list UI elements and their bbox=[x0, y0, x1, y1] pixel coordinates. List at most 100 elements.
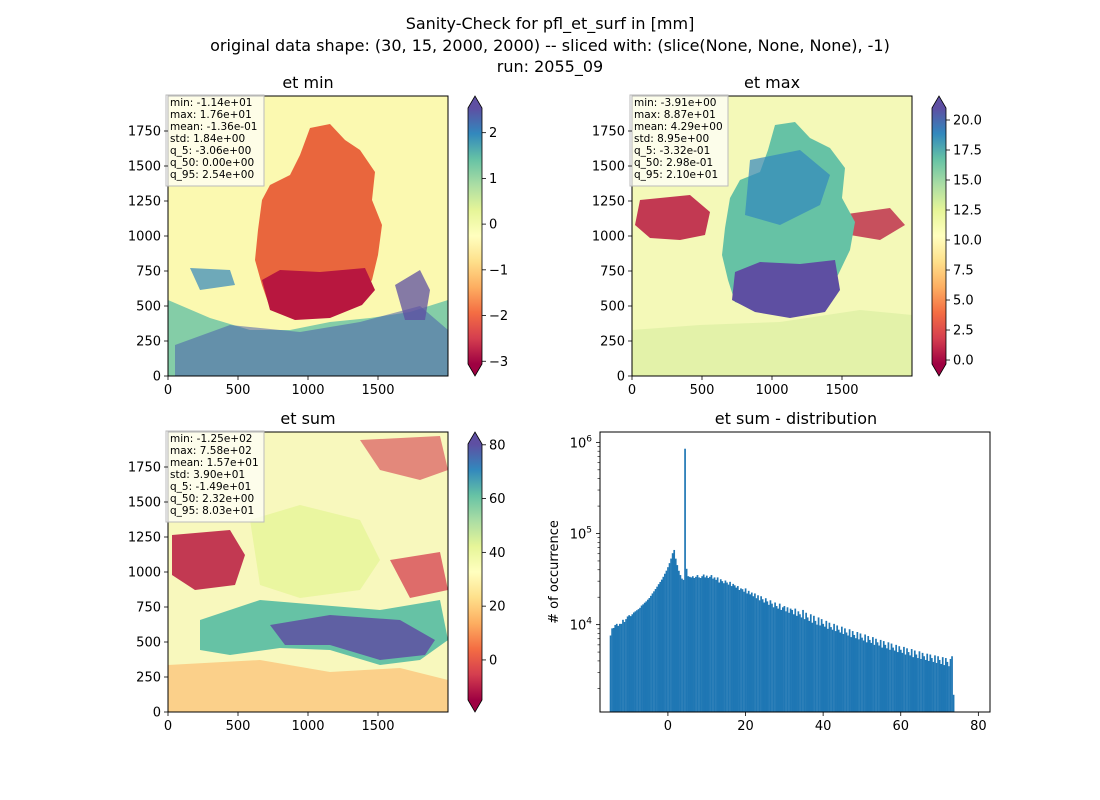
hist-x-tick-label: 0 bbox=[664, 719, 672, 734]
histogram-bar bbox=[701, 576, 703, 712]
histogram-bar bbox=[673, 549, 676, 712]
y-tick-label: 1750 bbox=[128, 125, 161, 140]
histogram-bar bbox=[707, 577, 710, 712]
histogram-bar bbox=[660, 579, 663, 712]
histogram-bar bbox=[816, 624, 818, 712]
histogram-bar bbox=[828, 622, 831, 712]
histogram-bar bbox=[783, 606, 786, 712]
histogram-bar bbox=[775, 606, 778, 712]
histogram-bar bbox=[761, 599, 764, 712]
colorbar-tick-label: 80 bbox=[489, 438, 506, 453]
histogram-bar bbox=[788, 612, 790, 712]
stat-mean: mean: 1.57e+01 bbox=[170, 457, 259, 469]
histogram-bar bbox=[924, 659, 927, 712]
histogram-bar bbox=[690, 577, 693, 712]
histogram-bar bbox=[671, 553, 674, 712]
y-tick-label: 250 bbox=[600, 335, 625, 350]
histogram-bar bbox=[839, 632, 842, 712]
histogram-bar bbox=[920, 658, 922, 712]
histogram-bar bbox=[678, 570, 680, 712]
heatmap-region-red-east bbox=[390, 552, 448, 598]
histogram-bar bbox=[868, 639, 871, 712]
histogram-et-sum: # of occurrence bbox=[547, 431, 991, 713]
y-tick-label: 1250 bbox=[592, 195, 625, 210]
colorbar-extend-min bbox=[932, 364, 946, 376]
colorbar-tick-label: 20.0 bbox=[953, 114, 982, 129]
y-tick-label: 1500 bbox=[592, 160, 625, 175]
hist-y-tick-label: 105 bbox=[570, 526, 592, 543]
histogram-bar bbox=[929, 654, 932, 712]
hist-x-tick-label: 60 bbox=[892, 719, 909, 734]
histogram-bar bbox=[907, 652, 910, 712]
colorbar-gradient bbox=[468, 108, 482, 364]
histogram-bar bbox=[859, 633, 862, 712]
histogram-bar bbox=[617, 625, 620, 712]
histogram-bar bbox=[806, 617, 809, 712]
histogram-bar bbox=[699, 577, 702, 712]
colorbar-tick-label: 5.0 bbox=[953, 294, 974, 309]
histogram-bar bbox=[915, 654, 918, 712]
histogram-bar bbox=[639, 607, 641, 712]
histogram-bar bbox=[757, 595, 759, 712]
histogram-bar bbox=[809, 614, 812, 712]
colorbar-extend-max bbox=[468, 432, 482, 444]
histogram-bar bbox=[611, 628, 613, 712]
histogram-bar bbox=[899, 649, 902, 712]
histogram-bar bbox=[736, 586, 739, 712]
histogram-bar bbox=[648, 598, 651, 712]
histogram-bar bbox=[785, 611, 787, 712]
y-tick-label: 750 bbox=[600, 265, 625, 280]
histogram-bar bbox=[738, 589, 741, 712]
histogram-bar bbox=[951, 656, 953, 712]
histogram-bar bbox=[747, 590, 750, 712]
histogram-bar bbox=[679, 575, 682, 712]
histogram-bar bbox=[631, 614, 634, 712]
histogram-bar bbox=[813, 615, 815, 712]
histogram-bar bbox=[820, 619, 823, 712]
histogram-bar bbox=[772, 607, 775, 712]
histogram-bar bbox=[741, 589, 744, 712]
histogram-bar bbox=[910, 649, 913, 712]
histogram-bar bbox=[721, 581, 724, 712]
histogram-bar bbox=[763, 602, 766, 712]
histogram-bar bbox=[713, 577, 716, 712]
histogram-bar bbox=[851, 631, 854, 712]
stats-box-frame bbox=[165, 94, 265, 187]
stat-q5: q_5: -1.49e+01 bbox=[170, 481, 251, 493]
stat-min: min: -1.25e+02 bbox=[170, 433, 252, 445]
y-tick-label: 1000 bbox=[128, 230, 161, 245]
histogram-bar bbox=[628, 615, 631, 712]
histogram-bar bbox=[901, 652, 904, 712]
x-tick-label: 1000 bbox=[755, 383, 788, 398]
y-tick-label: 1000 bbox=[592, 230, 625, 245]
y-tick-label: 1500 bbox=[128, 496, 161, 511]
x-tick-label: 1000 bbox=[291, 383, 324, 398]
colorbar-tick-label: 2 bbox=[489, 126, 497, 141]
histogram-bar bbox=[657, 584, 660, 712]
histogram-bar bbox=[923, 656, 925, 712]
histogram-bar bbox=[876, 642, 879, 712]
panel-title-et-min: et min bbox=[282, 73, 333, 92]
histogram-bar bbox=[848, 629, 851, 712]
histogram-bar bbox=[803, 619, 806, 712]
y-tick-label: 1750 bbox=[128, 461, 161, 476]
histogram-bar bbox=[710, 575, 713, 712]
histogram-bar bbox=[637, 609, 640, 712]
histogram-bar bbox=[802, 609, 804, 712]
histogram-bar bbox=[760, 596, 762, 712]
histogram-bar bbox=[886, 648, 888, 712]
colorbar-gradient bbox=[932, 108, 946, 364]
stat-mean: mean: 4.29e+00 bbox=[634, 121, 723, 133]
heatmap-region-south bbox=[168, 660, 448, 712]
histogram-bar bbox=[782, 607, 784, 712]
x-tick-label: 0 bbox=[628, 383, 636, 398]
x-tick-label: 0 bbox=[164, 383, 172, 398]
histogram-bar bbox=[719, 579, 722, 712]
histogram-bar bbox=[856, 632, 859, 712]
colorbar-tick-label: 10.0 bbox=[953, 234, 982, 249]
histogram-bar bbox=[853, 634, 856, 712]
colorbar-tick-label: 2.5 bbox=[953, 324, 974, 339]
histogram-bar bbox=[837, 629, 840, 712]
histogram-bar bbox=[674, 558, 677, 712]
